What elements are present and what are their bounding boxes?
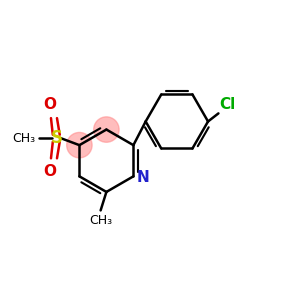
Text: O: O (43, 164, 56, 179)
Text: CH₃: CH₃ (89, 214, 112, 227)
Text: Cl: Cl (220, 97, 236, 112)
Text: S: S (50, 129, 62, 147)
Text: N: N (137, 170, 150, 185)
Text: O: O (43, 97, 56, 112)
Text: CH₃: CH₃ (12, 132, 35, 145)
Circle shape (94, 117, 119, 142)
Circle shape (67, 132, 92, 158)
